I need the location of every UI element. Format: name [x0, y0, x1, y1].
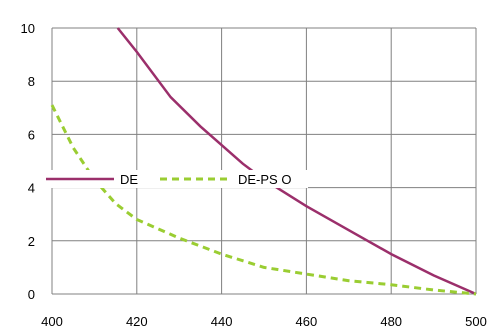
x-tick-label: 500	[465, 314, 487, 329]
y-tick-label: 8	[28, 74, 35, 89]
legend-label-de: DE	[120, 172, 138, 187]
tick-labels: 0 2 4 6 8 10 400 420 440 460 480 500	[21, 21, 487, 329]
y-tick-label: 2	[28, 234, 35, 249]
x-tick-label: 460	[296, 314, 318, 329]
y-tick-label: 10	[21, 21, 35, 36]
x-tick-label: 480	[380, 314, 402, 329]
legend-label-de-pso: DE-PS O	[238, 172, 291, 187]
y-tick-label: 4	[28, 181, 35, 196]
y-tick-label: 6	[28, 127, 35, 142]
legend: DE DE-PS O	[46, 170, 308, 188]
plot-area	[52, 28, 476, 294]
x-tick-label: 440	[211, 314, 233, 329]
y-tick-label: 0	[28, 287, 35, 302]
x-tick-label: 420	[126, 314, 148, 329]
x-tick-label: 400	[41, 314, 63, 329]
